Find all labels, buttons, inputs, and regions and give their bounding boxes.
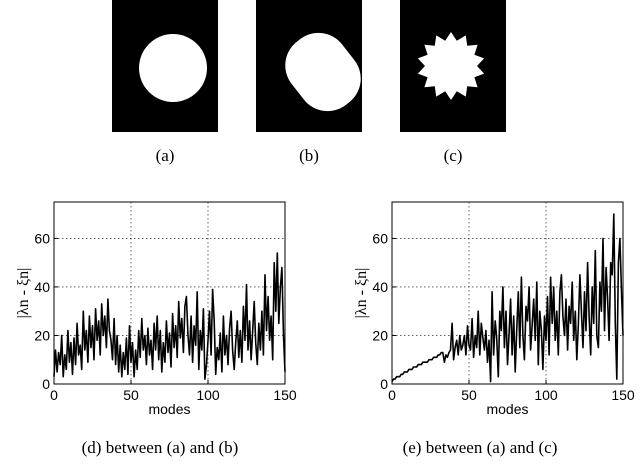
series-line <box>391 213 624 383</box>
x-axis-label: modes <box>148 401 190 417</box>
panel-b-label: (b) <box>299 146 319 165</box>
y-tick-label: 20 <box>372 327 388 343</box>
y-tick-label: 0 <box>42 376 50 392</box>
plot-frame <box>391 201 624 385</box>
chart-e-caption: (e) between (a) and (c) <box>402 438 558 457</box>
x-tick-label: 150 <box>611 387 635 403</box>
chart-d: 0 50 100 150 0 20 40 60 modes |λn - ξn| <box>15 201 297 417</box>
chart-d-caption: (d) between (a) and (b) <box>81 438 239 457</box>
y-tick-label: 60 <box>34 230 50 246</box>
x-tick-label: 150 <box>273 387 297 403</box>
x-tick-label: 100 <box>196 387 220 403</box>
y-tick-label: 60 <box>372 230 388 246</box>
plot-frame <box>53 201 286 385</box>
y-tick-label: 0 <box>380 376 388 392</box>
series-line <box>53 252 286 380</box>
chart-e: 0 50 100 150 0 20 40 60 modes |λn - ξn| <box>353 201 635 417</box>
y-axis-label: |λn - ξn| <box>353 268 370 319</box>
spiky-circle-shape-icon <box>417 32 485 100</box>
x-tick-label: 50 <box>461 387 477 403</box>
panel-b <box>256 0 362 132</box>
x-tick-label: 0 <box>50 387 58 403</box>
y-tick-label: 40 <box>34 279 50 295</box>
x-axis-label: modes <box>486 401 528 417</box>
panel-a-label: (a) <box>155 146 175 165</box>
y-axis-label: |λn - ξn| <box>15 268 32 319</box>
panel-c-label: (c) <box>443 146 463 165</box>
panel-a <box>112 0 218 132</box>
circle-shape-icon <box>139 34 207 102</box>
y-tick-label: 20 <box>34 327 50 343</box>
y-tick-label: 40 <box>372 279 388 295</box>
rounded-ellipse-shape-icon <box>285 32 361 112</box>
panel-c <box>400 0 506 132</box>
x-tick-label: 50 <box>123 387 139 403</box>
x-tick-label: 100 <box>534 387 558 403</box>
x-tick-label: 0 <box>388 387 396 403</box>
